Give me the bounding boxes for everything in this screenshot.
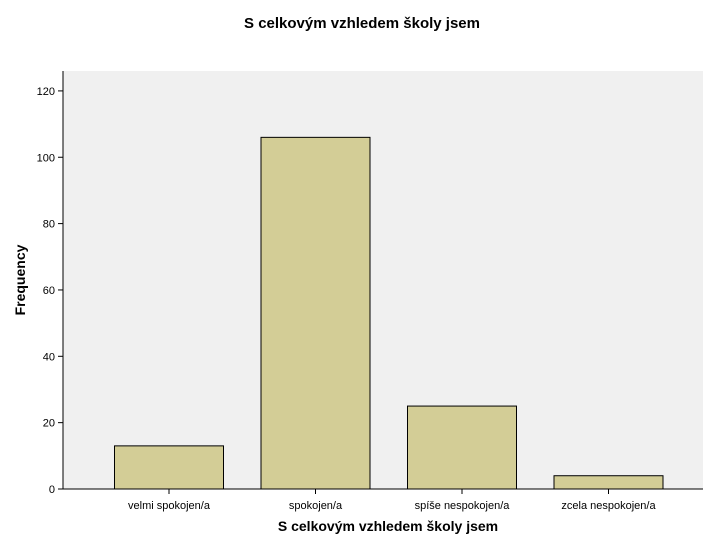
y-tick-label: 60 bbox=[43, 285, 55, 297]
x-tick-label: spíše nespokojen/a bbox=[415, 500, 511, 512]
bar bbox=[407, 405, 517, 490]
x-axis-title: S celkovým vzhledem školy jsem bbox=[278, 518, 498, 534]
chart-title: S celkovým vzhledem školy jsem bbox=[244, 15, 480, 32]
x-axis-ticks: velmi spokojen/a spokojen/a spíše nespokoj… bbox=[128, 489, 656, 512]
y-tick-label: 100 bbox=[37, 152, 55, 164]
y-tick-label: 40 bbox=[43, 351, 55, 363]
bar bbox=[114, 445, 224, 490]
bar bbox=[260, 136, 371, 490]
x-tick-label: velmi spokojen/a bbox=[128, 500, 211, 512]
y-axis-title: Frequency bbox=[12, 244, 28, 315]
y-tick-label: 0 bbox=[49, 484, 55, 496]
bars bbox=[114, 136, 664, 490]
plot-area bbox=[63, 71, 703, 489]
y-tick-label: 20 bbox=[43, 418, 55, 430]
x-tick-label: spokojen/a bbox=[289, 500, 343, 512]
y-axis-ticks: 0 20 40 60 80 100 120 bbox=[37, 86, 63, 496]
bar bbox=[553, 475, 664, 490]
y-tick-label: 80 bbox=[43, 219, 55, 231]
x-tick-label: zcela nespokojen/a bbox=[561, 500, 656, 512]
y-tick-label: 120 bbox=[37, 86, 55, 98]
